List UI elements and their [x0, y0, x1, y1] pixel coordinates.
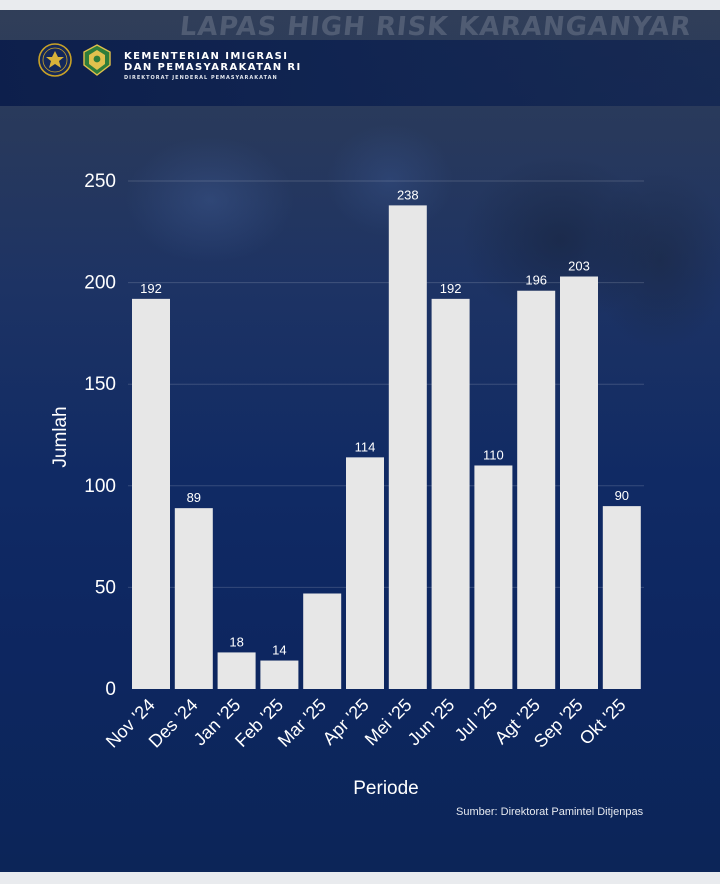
- bar: [346, 457, 384, 689]
- bar: [560, 276, 598, 689]
- org-name-line1: KEMENTERIAN IMIGRASI: [124, 51, 289, 62]
- top-border: [0, 0, 720, 10]
- bar-value-label: 196: [525, 273, 547, 288]
- organization-name: KEMENTERIAN IMIGRASI DAN PEMASYARAKATAN …: [124, 51, 302, 81]
- y-axis-title: Jumlah: [50, 406, 71, 467]
- bar: [517, 290, 556, 689]
- y-tick-label: 150: [84, 374, 116, 395]
- bar-value-label: 192: [440, 281, 462, 296]
- y-tick-label: 250: [84, 171, 116, 192]
- y-tick-label: 200: [84, 273, 116, 294]
- x-tick-label: Mei '25: [361, 695, 416, 750]
- y-tick-label: 100: [84, 476, 116, 497]
- bar-value-label: 18: [229, 634, 243, 649]
- bar: [174, 508, 213, 689]
- bar-value-label: 14: [272, 643, 286, 658]
- bar: [260, 660, 299, 689]
- bottom-border: [0, 872, 720, 884]
- bar-value-label: 192: [140, 281, 162, 296]
- bar: [474, 465, 513, 689]
- y-tick-label: 0: [105, 679, 116, 700]
- x-tick-label: Sep '25: [530, 695, 587, 752]
- x-tick-label: Apr '25: [319, 695, 373, 749]
- bar-value-label: 89: [187, 490, 201, 505]
- source-note: Sumber: Direktorat Pamintel Ditjenpas: [456, 806, 644, 818]
- org-directorate: DIREKTORAT JENDERAL PEMASYARAKATAN: [124, 75, 278, 81]
- bar: [431, 298, 470, 689]
- garuda-emblem-logo: [38, 43, 72, 77]
- y-tick-label: 50: [95, 577, 116, 598]
- org-name-line2: DAN PEMASYARAKATAN RI: [124, 62, 302, 73]
- pemasyarakatan-logo: [83, 44, 111, 76]
- bar-value-label: 90: [615, 488, 629, 503]
- x-tick-label: Okt '25: [576, 695, 630, 749]
- bar-value-label: 114: [355, 439, 376, 454]
- x-tick-label: Mar '25: [274, 695, 330, 751]
- bar-value-label: 238: [397, 187, 419, 202]
- bar-value-label: 110: [483, 447, 504, 462]
- x-tick-label: Des '24: [145, 695, 202, 752]
- bar: [217, 652, 256, 689]
- bar-value-label: 203: [568, 259, 590, 274]
- bar: [132, 298, 170, 689]
- infographic-panel: LAPAS HIGH RISK KARANGANYAR: [0, 10, 720, 872]
- x-tick-label: Jun '25: [404, 695, 459, 750]
- bar: [602, 506, 641, 689]
- bar: [303, 593, 342, 689]
- header-band: [0, 40, 720, 106]
- x-axis-title: Periode: [353, 778, 419, 799]
- bar: [388, 205, 427, 689]
